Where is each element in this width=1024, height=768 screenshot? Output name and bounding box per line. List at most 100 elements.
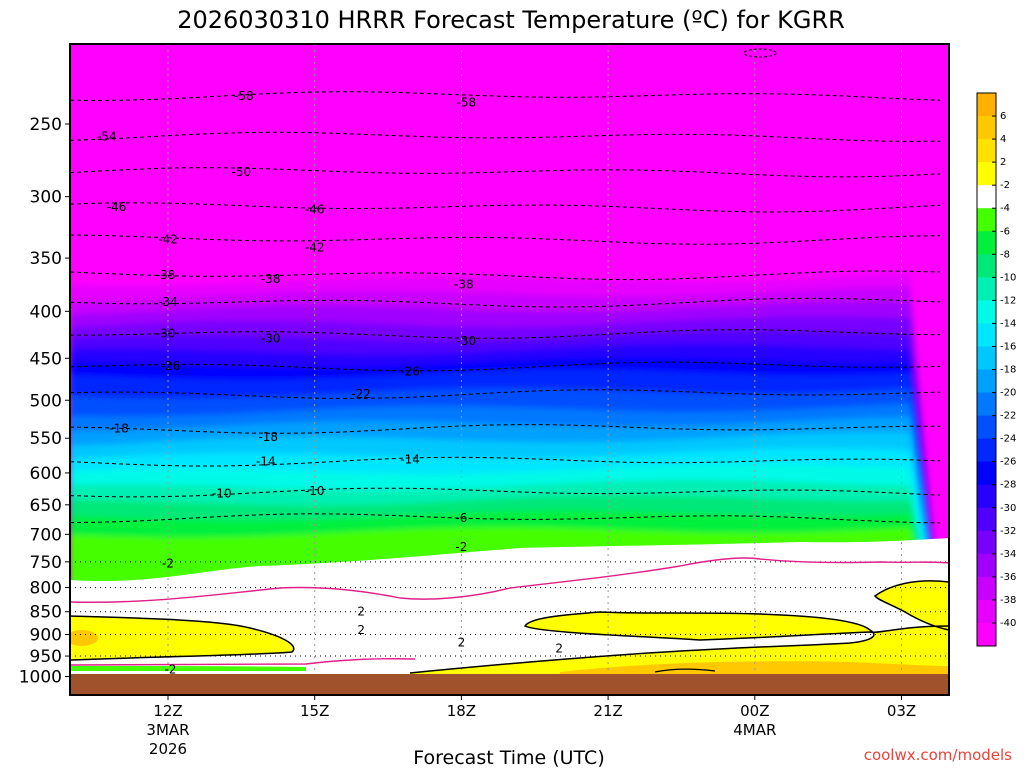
contour-0c-upper: [70, 557, 949, 603]
x-tick-date-12Z: 3MAR: [146, 721, 189, 739]
orange-warm-spot: [70, 630, 98, 646]
contour-label-10: -38: [261, 272, 281, 286]
contour-label-1: -58: [456, 96, 476, 110]
isotherm-line-0: [70, 91, 941, 102]
chart-title: 2026030310 HRRR Forecast Temperature (ºC…: [177, 6, 845, 34]
contour-label-14: -30: [261, 331, 281, 345]
y-tick-label-550: 550: [30, 429, 62, 449]
contour-label-15: -30: [456, 334, 476, 348]
colorbar-label-5: -6: [1000, 226, 1010, 237]
x-tick-label-18Z: 18Z: [447, 702, 476, 720]
isotherm-line-7: [70, 329, 941, 339]
colorbar-swatch-4: [977, 185, 996, 209]
contour-2c-lower: [409, 611, 949, 674]
ground-below-surface: [70, 674, 949, 695]
isotherm-closed-loop: [743, 48, 777, 58]
x-tick-label-12Z: 12Z: [153, 702, 182, 720]
y-tick-label-900: 900: [30, 626, 62, 646]
colorbar-swatch-15: [977, 438, 996, 463]
colorbar-label-18: -32: [1000, 526, 1016, 537]
y-axis: 250 300 350 400 450 500 550 600 650 700 750 800 850 9…: [19, 115, 70, 688]
contour-2c-upper: [70, 615, 295, 661]
plot-frame: [69, 43, 950, 696]
contour-label-5: -46: [107, 200, 127, 214]
colorbar-label-13: -22: [1000, 411, 1016, 422]
contour-label-bg-3: [9, 165, 34, 178]
y-tick-label-650: 650: [30, 496, 62, 516]
isotherm-line-13: [70, 513, 941, 524]
y-tick-label-950: 950: [30, 647, 62, 667]
colorbar: 6 4 2 -2 -4 -6 -8 -10 -12 -14 -16 -18 -20 -22 -24 -26 -2…: [976, 92, 1016, 647]
credit-link[interactable]: coolwx.com/models: [864, 746, 1012, 764]
contour-label-16: -26: [161, 359, 181, 373]
contour-0c-lower: [70, 658, 416, 666]
contour-label-2: -54: [97, 130, 117, 144]
contour-label-13: -30: [156, 327, 176, 341]
isotherm-line-12: [70, 487, 941, 498]
y-tick-label-250: 250: [30, 115, 62, 135]
colorbar-swatch-18: [977, 507, 996, 532]
colorbar-swatch-5: [977, 208, 996, 232]
y-tick-label-500: 500: [30, 391, 62, 411]
x-axis-label: Forecast Time (UTC): [413, 747, 604, 768]
colorbar-swatch-21: [977, 576, 996, 601]
isotherm-line-2: [70, 167, 941, 178]
contour-label-31: 2: [357, 623, 365, 637]
contour-label-0: -58: [234, 89, 254, 103]
colorbar-label-14: -24: [1000, 434, 1016, 445]
contour-label-34: -2: [164, 662, 176, 676]
colorbar-label-16: -28: [1000, 480, 1016, 491]
colorbar-label-8: -12: [1000, 295, 1016, 306]
contour-label-28: -2: [162, 556, 174, 570]
y-tick-label-400: 400: [30, 302, 62, 322]
colorbar-label-6: -8: [1000, 249, 1010, 260]
x-tick-date-00Z: 4MAR: [733, 721, 776, 739]
isotherm-line-3: [70, 202, 941, 213]
plot-area: -58 -58 -54 -50 -50 -46 -46 -42 -42 -38 -38 -38 -34 -…: [9, 44, 949, 695]
contour-label-26: -10: [305, 484, 325, 498]
isotherm-line-10: [70, 424, 940, 434]
isotherm-line-4: [70, 234, 941, 245]
y-tick-label-350: 350: [30, 249, 62, 269]
contour-label-23: -14: [400, 452, 420, 466]
isotherm-line-1: [70, 131, 941, 142]
contour-label-30: 2: [357, 605, 365, 619]
contour-label-18: -22: [351, 387, 371, 401]
isotherm-line-8: [70, 361, 941, 372]
isotherm-contours: [70, 91, 941, 524]
colorbar-label-10: -16: [1000, 341, 1016, 352]
x-tick-label-03Z: 03Z: [887, 702, 916, 720]
isotherm-line-6: [70, 297, 941, 308]
isotherm-line-5: [70, 270, 941, 281]
colorbar-swatch-3: [977, 162, 996, 186]
x-tick-label-15Z: 15Z: [300, 702, 329, 720]
colorbar-label-12: -20: [1000, 388, 1016, 399]
colorbar-swatch-8: [977, 277, 996, 301]
grid-lines: [70, 44, 949, 695]
colorbar-swatch-23: [977, 622, 996, 647]
colorbar-label-17: -30: [1000, 503, 1016, 514]
colorbar-label-19: -34: [1000, 549, 1016, 560]
contour-label-7: -42: [158, 232, 178, 246]
y-tick-label-1000: 1000: [19, 668, 62, 688]
y-tick-label-750: 750: [30, 553, 62, 573]
contour-label-25: -10: [212, 487, 232, 501]
contour-label-4: -50: [232, 165, 252, 179]
colorbar-swatch-20: [977, 553, 996, 578]
colorbar-label-1: 4: [1000, 134, 1006, 145]
colorbar-swatch-13: [977, 392, 996, 417]
y-tick-label-600: 600: [30, 464, 62, 484]
contour-label-12: -34: [158, 295, 178, 309]
contour-label-33: 2: [555, 641, 563, 655]
contour-label-17: -26: [400, 364, 420, 378]
contour-label-22: -14: [256, 454, 276, 468]
contour-label-8: -42: [305, 241, 325, 255]
colorbar-label-20: -36: [1000, 572, 1016, 583]
colorbar-swatch-9: [977, 300, 996, 324]
contour-label-27: -6: [455, 511, 467, 525]
y-tick-label-800: 800: [30, 579, 62, 599]
contour-label-9: -38: [156, 268, 176, 282]
isotherm-line-9: [70, 389, 941, 400]
